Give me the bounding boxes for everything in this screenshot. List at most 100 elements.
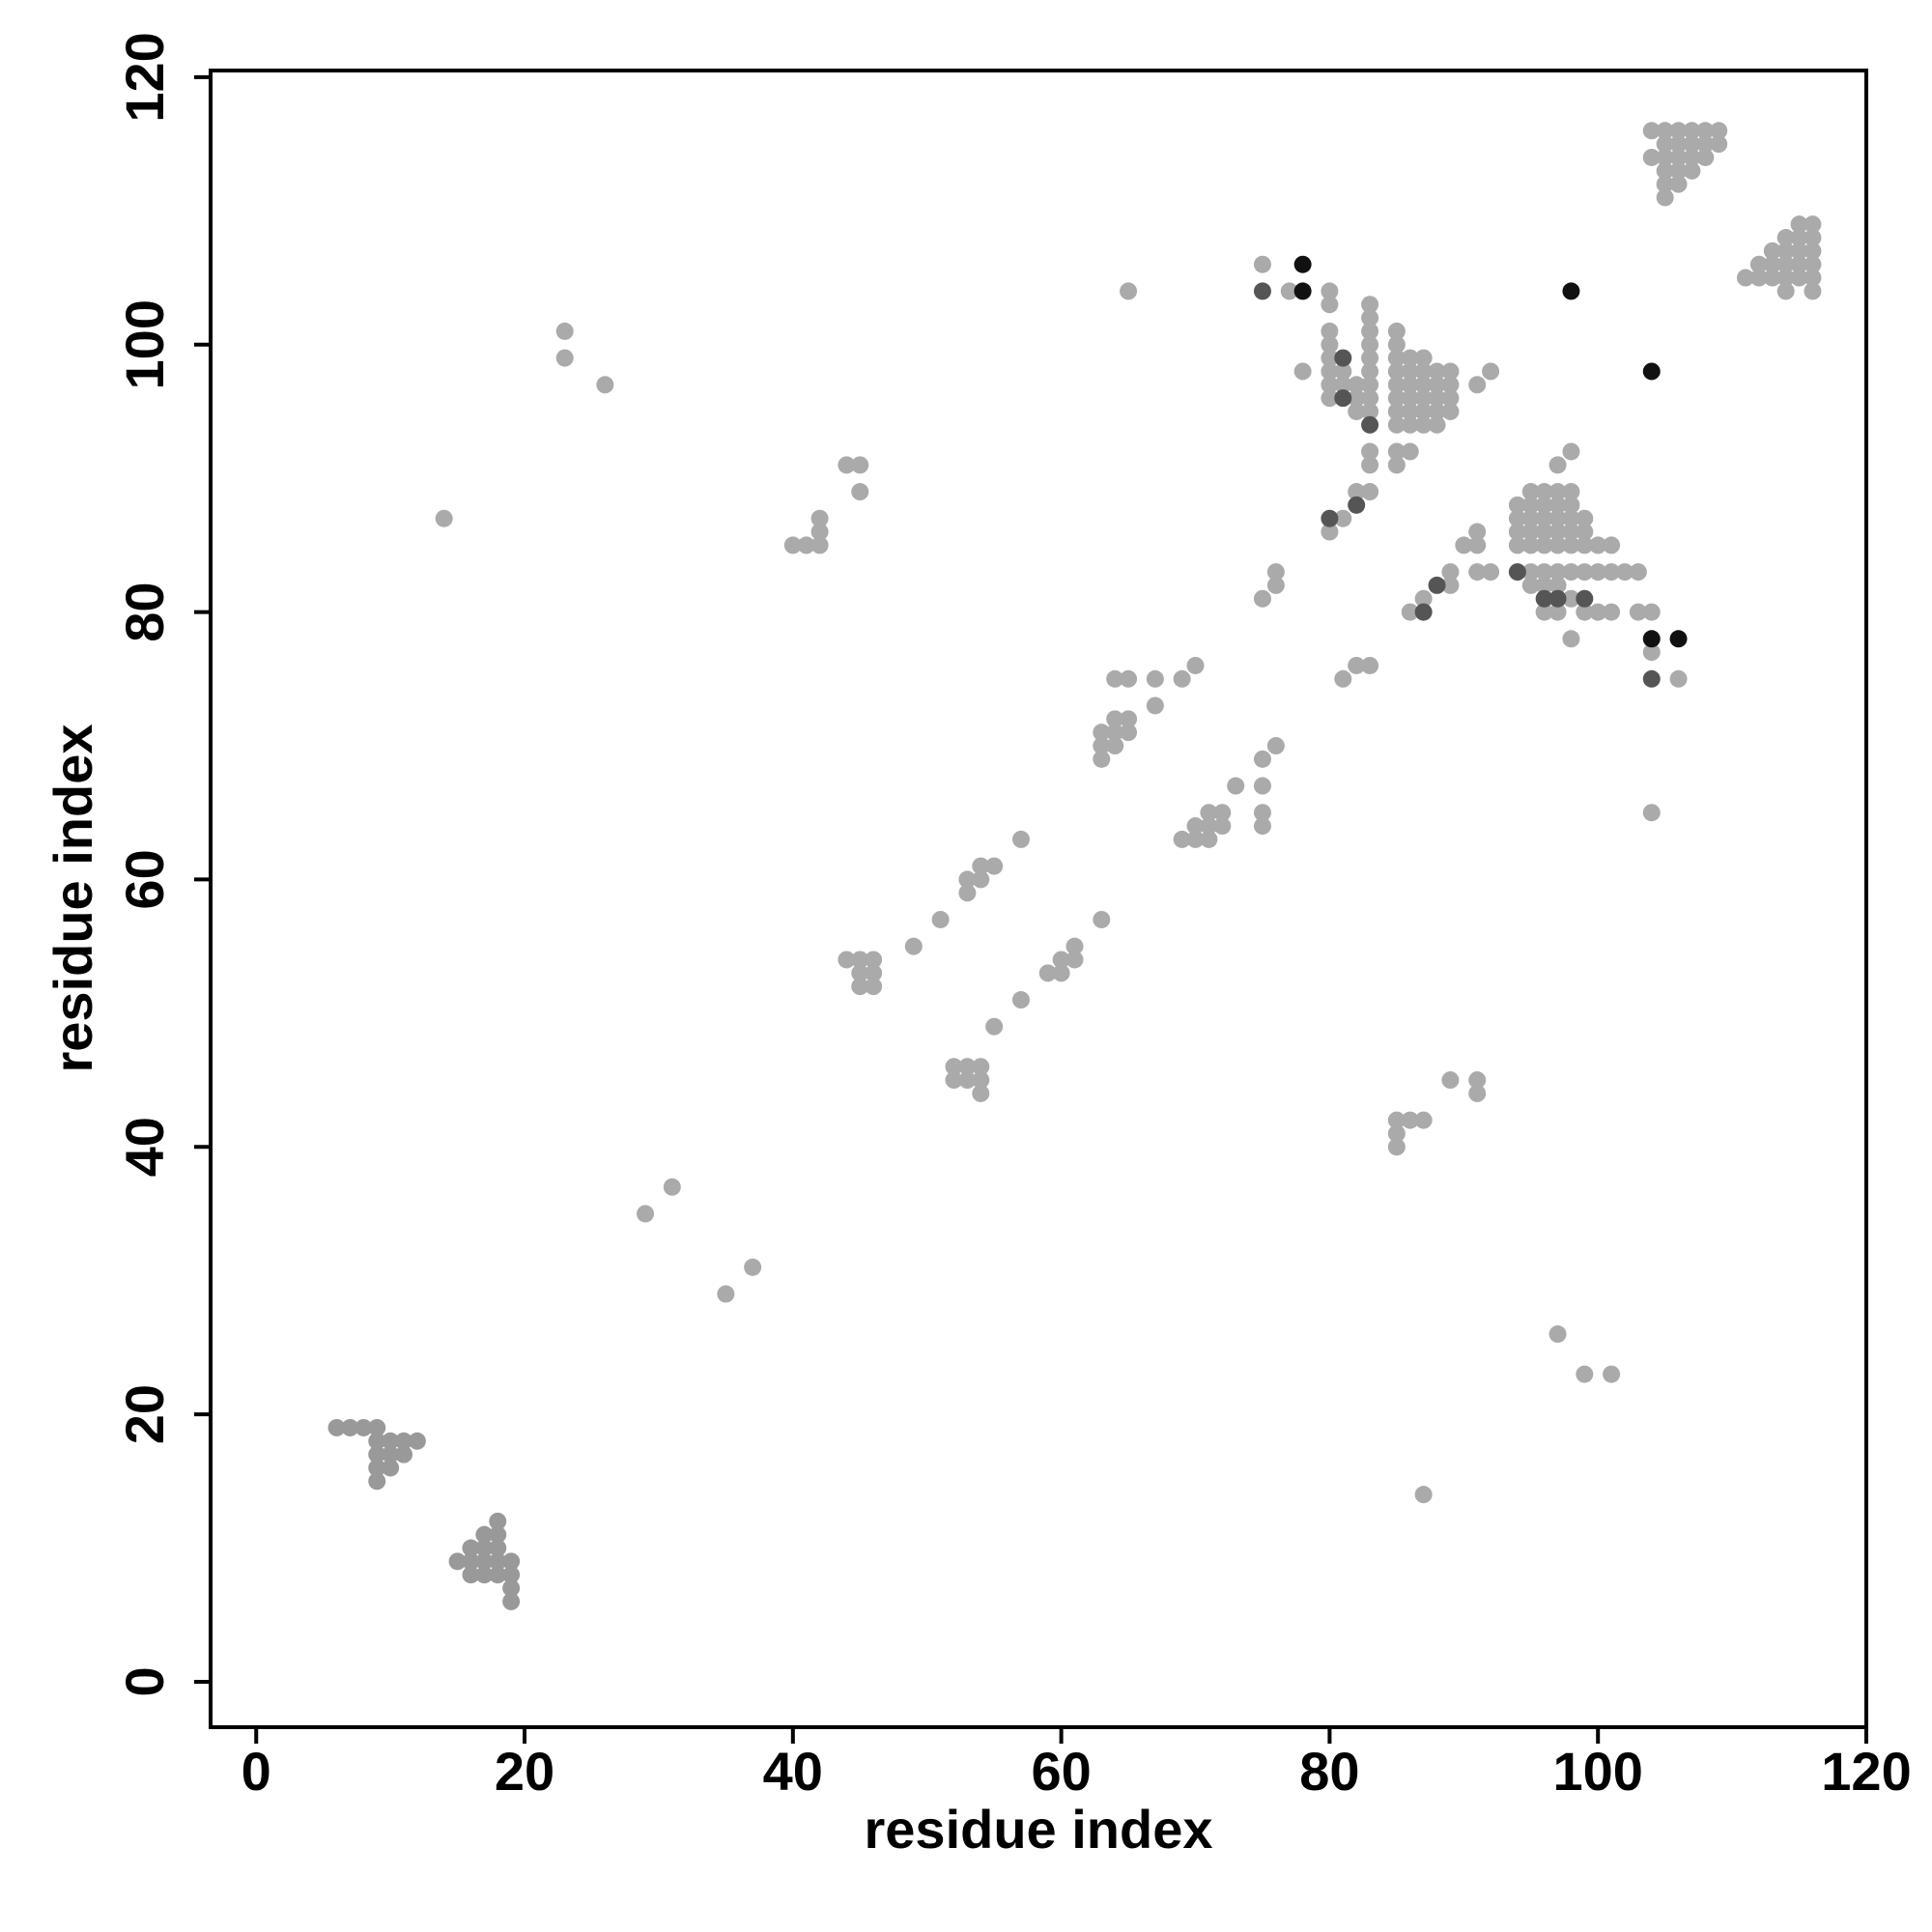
- point: [637, 1205, 655, 1223]
- x-tick-label: 100: [1552, 1741, 1642, 1802]
- point: [1535, 589, 1553, 608]
- point: [972, 1058, 990, 1076]
- point: [1589, 603, 1607, 621]
- point: [1428, 362, 1446, 381]
- point: [1642, 362, 1661, 381]
- point: [1776, 255, 1795, 273]
- point: [1414, 415, 1433, 434]
- point: [1200, 804, 1218, 822]
- point: [1065, 937, 1084, 955]
- point: [663, 1178, 681, 1196]
- point: [1387, 335, 1406, 354]
- point: [958, 870, 977, 889]
- point: [1804, 215, 1822, 234]
- point: [1776, 282, 1795, 300]
- point: [1361, 296, 1379, 314]
- point: [1387, 1138, 1406, 1156]
- point: [1562, 563, 1580, 582]
- point: [945, 1058, 963, 1076]
- point: [1804, 282, 1822, 300]
- point: [555, 349, 574, 367]
- point: [1253, 817, 1271, 836]
- point: [1428, 576, 1446, 594]
- point: [1146, 669, 1164, 688]
- point: [1401, 376, 1419, 394]
- point: [489, 1512, 507, 1530]
- point: [1441, 389, 1460, 408]
- point: [1576, 509, 1594, 527]
- point: [1656, 161, 1674, 180]
- point: [1414, 589, 1433, 608]
- point: [1361, 442, 1379, 461]
- point: [1482, 362, 1500, 381]
- point: [1334, 389, 1352, 408]
- point: [1548, 483, 1567, 501]
- point: [489, 1552, 507, 1571]
- point: [1535, 496, 1553, 514]
- point: [475, 1566, 494, 1584]
- point: [810, 509, 829, 527]
- point: [1293, 255, 1312, 273]
- point: [1468, 1071, 1487, 1090]
- point: [1736, 269, 1754, 287]
- point: [1508, 536, 1526, 554]
- point: [1548, 563, 1567, 582]
- x-tick-label: 80: [1299, 1741, 1359, 1802]
- point: [958, 1058, 977, 1076]
- point: [744, 1258, 762, 1276]
- point: [1348, 402, 1366, 420]
- point: [1293, 282, 1312, 300]
- point: [1414, 402, 1433, 420]
- point: [1535, 483, 1553, 501]
- point: [1790, 242, 1808, 260]
- point: [1253, 282, 1271, 300]
- point: [1790, 255, 1808, 273]
- point: [1642, 643, 1661, 662]
- y-tick-label: 100: [114, 299, 175, 389]
- point: [810, 523, 829, 541]
- point: [1468, 523, 1487, 541]
- point: [1361, 483, 1379, 501]
- point: [1710, 122, 1728, 140]
- point: [1521, 563, 1540, 582]
- point: [462, 1552, 480, 1571]
- point: [1790, 215, 1808, 234]
- point: [1401, 1111, 1419, 1129]
- point: [1669, 161, 1688, 180]
- point: [851, 964, 869, 982]
- point: [1065, 951, 1084, 969]
- point: [1321, 509, 1339, 527]
- point: [1603, 563, 1621, 582]
- point: [1348, 376, 1366, 394]
- point: [1401, 415, 1419, 434]
- point: [1387, 456, 1406, 474]
- point: [1266, 737, 1285, 755]
- point: [1562, 536, 1580, 554]
- point: [368, 1432, 386, 1450]
- point: [1120, 710, 1138, 728]
- point: [1642, 603, 1661, 621]
- point: [1414, 389, 1433, 408]
- point: [1120, 669, 1138, 688]
- point: [1052, 964, 1070, 982]
- point: [1548, 536, 1567, 554]
- point: [1186, 817, 1205, 836]
- point: [1535, 576, 1553, 594]
- point: [555, 322, 574, 340]
- point: [1562, 509, 1580, 527]
- point: [435, 509, 453, 527]
- point: [1186, 656, 1205, 674]
- point: [1508, 509, 1526, 527]
- point: [1804, 255, 1822, 273]
- point: [1334, 362, 1352, 381]
- point: [1508, 563, 1526, 582]
- point: [1468, 536, 1487, 554]
- point: [1562, 630, 1580, 648]
- point: [1414, 376, 1433, 394]
- point: [1361, 415, 1379, 434]
- point: [1468, 1084, 1487, 1102]
- point: [958, 884, 977, 902]
- point: [1562, 496, 1580, 514]
- point: [1441, 402, 1460, 420]
- point: [1414, 603, 1433, 621]
